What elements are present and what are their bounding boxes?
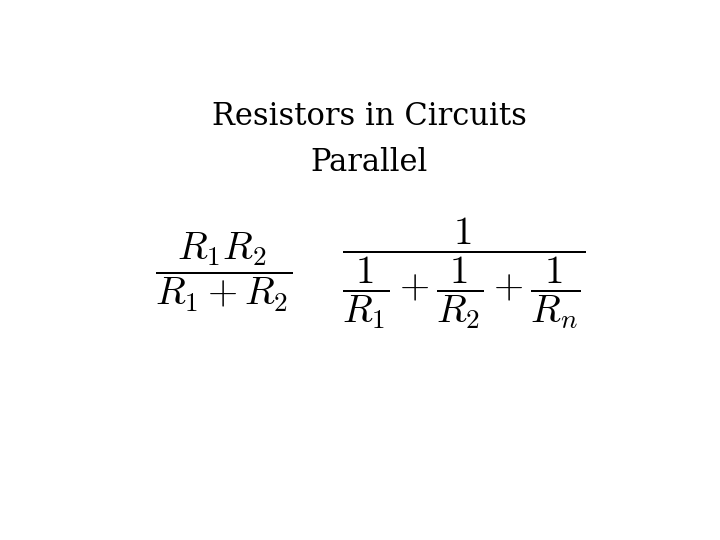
- Text: Resistors in Circuits
Parallel: Resistors in Circuits Parallel: [212, 102, 526, 178]
- Text: $\dfrac{R_1 R_2}{R_1 + R_2}$: $\dfrac{R_1 R_2}{R_1 + R_2}$: [156, 231, 292, 314]
- Text: $\dfrac{1}{\dfrac{1}{R_1} + \dfrac{1}{R_2} + \dfrac{1}{R_n}}$: $\dfrac{1}{\dfrac{1}{R_1} + \dfrac{1}{R_…: [342, 215, 586, 330]
